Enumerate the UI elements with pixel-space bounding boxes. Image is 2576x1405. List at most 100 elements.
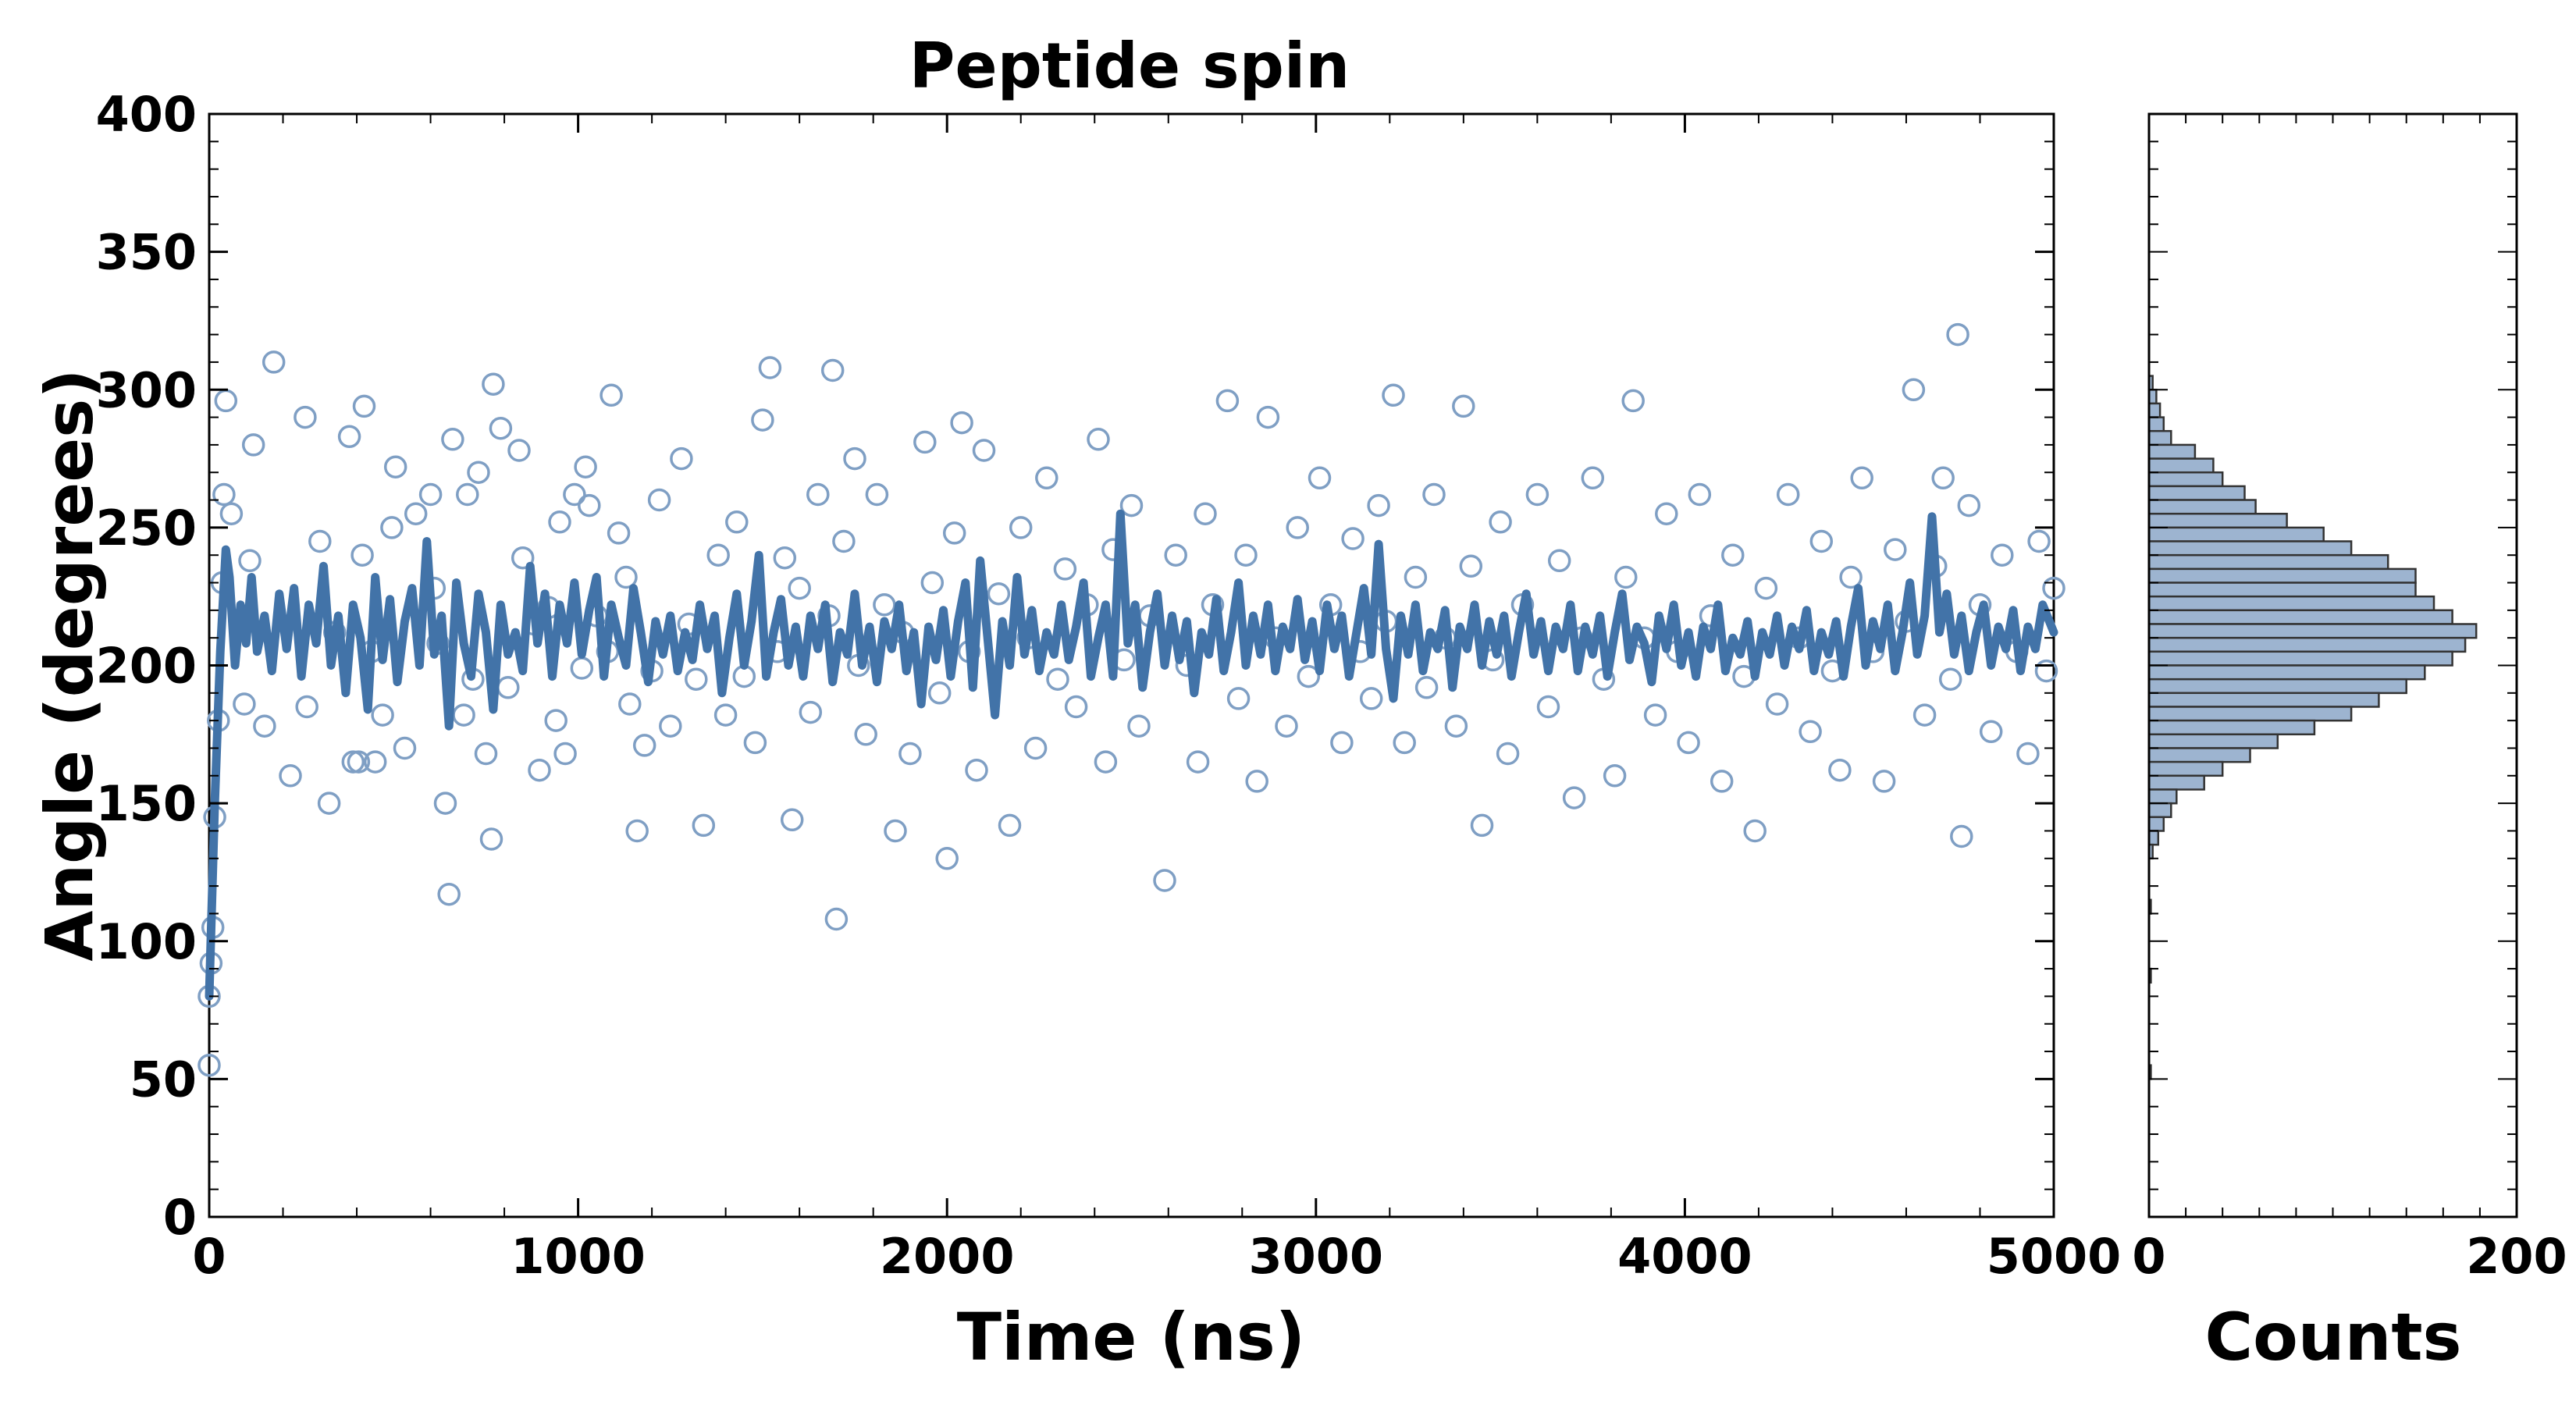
histogram-bar	[2147, 650, 2453, 667]
scatter-point	[913, 430, 937, 454]
scatter-point	[1643, 703, 1667, 727]
scatter-point	[2042, 576, 2065, 600]
x-tick-label: 3000	[1249, 1228, 1384, 1285]
scatter-point	[1153, 869, 1176, 892]
scatter-point	[843, 446, 866, 471]
histogram-bar	[2147, 567, 2417, 584]
histogram-bar	[2147, 457, 2215, 474]
y-tick-label: 400	[96, 86, 197, 143]
main-plot: 0 1000 2000 3000 4000 5000 0 50 100 150 200 250 300 3…	[96, 86, 2122, 1285]
scatter-point	[751, 408, 774, 432]
scatter-point	[383, 455, 407, 478]
scatter-point	[1393, 731, 1416, 755]
scatter-point	[987, 582, 1011, 606]
scatter-point	[614, 565, 638, 589]
histogram-bar	[2147, 774, 2205, 791]
scatter-point	[773, 546, 797, 570]
scatter-point	[1536, 695, 1560, 719]
scatter-point	[548, 510, 571, 534]
x-tick-label: 4000	[1617, 1228, 1752, 1285]
scatter-point	[799, 700, 823, 724]
scatter-point	[820, 358, 845, 382]
scatter-point	[456, 482, 479, 507]
scatter-point	[706, 543, 730, 567]
scatter-point	[1688, 482, 1712, 507]
histogram-bar	[2147, 540, 2353, 557]
scatter-point	[253, 714, 276, 738]
scatter-point	[1119, 493, 1144, 518]
scatter-point	[1677, 731, 1700, 755]
scatter-point	[219, 502, 244, 525]
scatter-point	[898, 742, 922, 766]
main-axis-tick-labels: 0 1000 2000 3000 4000 5000 0 50 100 150 200 250 300 3…	[96, 86, 2122, 1285]
scatter-point	[685, 667, 708, 691]
histogram-x-tick-label: 0	[2132, 1228, 2165, 1285]
scatter-point	[1872, 770, 1896, 793]
x-axis-label: Time (ns)	[957, 1299, 1305, 1375]
scatter-point	[1256, 405, 1280, 429]
scatter-point	[1621, 389, 1645, 413]
scatter-point	[920, 571, 945, 595]
scatter-point	[873, 593, 896, 617]
scatter-point	[544, 709, 568, 732]
scatter-point	[433, 791, 457, 815]
scatter-point	[1444, 714, 1468, 738]
scatter-point	[625, 819, 649, 843]
y-tick-label: 200	[96, 638, 197, 695]
scatter-point	[2016, 742, 2040, 766]
scatter-point	[1581, 466, 1605, 490]
scatter-point	[1341, 527, 1364, 550]
scatter-point	[2027, 529, 2051, 553]
scatter-point	[496, 676, 520, 699]
scatter-point	[1957, 493, 1981, 518]
scatter-point	[1743, 819, 1767, 843]
scatter-point	[1164, 543, 1187, 567]
scatter-point	[1127, 714, 1151, 738]
scatter-point	[1009, 516, 1033, 539]
scatter-point	[618, 692, 642, 716]
scatter-point	[1382, 383, 1405, 407]
scatter-point	[418, 482, 443, 507]
histogram-bar	[2147, 733, 2279, 749]
scatter-point	[1979, 720, 2003, 744]
scatter-point	[279, 764, 302, 788]
scatter-point	[262, 350, 286, 374]
scatter-point	[474, 742, 498, 766]
scatter-point	[511, 546, 535, 570]
y-tick-label: 300	[96, 361, 197, 418]
scatter-point	[352, 394, 376, 418]
histogram-axis-tick-labels: 0 200	[2132, 1228, 2567, 1285]
scatter-point	[308, 529, 332, 553]
scatter-point	[1452, 394, 1475, 418]
histogram-bar	[2147, 443, 2197, 460]
scatter-point	[233, 692, 256, 716]
scatter-point	[1946, 322, 1969, 347]
scatter-point	[884, 819, 907, 843]
histogram-bar	[2147, 830, 2160, 846]
scatter-point	[607, 521, 631, 545]
scatter-point	[1950, 824, 1973, 848]
x-tick-label: 2000	[880, 1228, 1015, 1285]
scatter-point	[1547, 549, 1571, 573]
histogram-bar	[2147, 816, 2165, 832]
scatter-point	[467, 461, 490, 484]
scatter-point	[950, 411, 973, 435]
y-tick-label: 150	[96, 775, 197, 832]
scatter-point	[1912, 703, 1937, 727]
scatter-point	[758, 356, 782, 379]
scatter-point	[1234, 543, 1258, 567]
scatter-point	[1884, 538, 1907, 561]
y-tick-label: 250	[96, 500, 197, 557]
scatter-point	[212, 482, 236, 507]
scatter-point	[788, 576, 811, 600]
scatter-point	[363, 750, 387, 774]
histogram-x-tick-label: 200	[2466, 1228, 2567, 1285]
scatter-point	[1053, 557, 1077, 581]
scatter-point	[1776, 482, 1800, 507]
scatter-point	[393, 736, 417, 760]
scatter-point	[998, 813, 1022, 838]
scatter-point	[1035, 466, 1059, 490]
scatter-point	[371, 703, 394, 727]
scatter-point	[1367, 493, 1390, 518]
